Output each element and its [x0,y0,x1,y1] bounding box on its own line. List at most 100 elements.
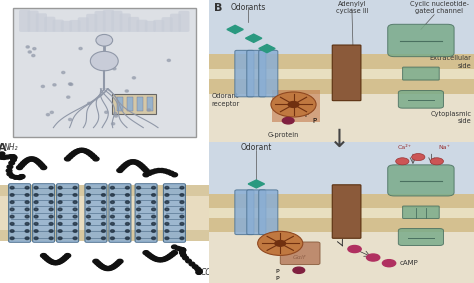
FancyBboxPatch shape [398,229,444,246]
Circle shape [84,150,90,154]
Circle shape [132,77,136,79]
Circle shape [29,157,36,161]
Text: P: P [276,276,279,281]
Circle shape [126,208,129,211]
Circle shape [152,230,155,232]
FancyBboxPatch shape [209,232,474,283]
Circle shape [383,260,396,267]
Circle shape [55,260,62,264]
Text: Gαlf: Gαlf [292,255,305,260]
Circle shape [348,245,361,252]
Circle shape [41,254,46,258]
FancyBboxPatch shape [53,20,64,32]
Circle shape [101,215,105,218]
FancyBboxPatch shape [332,185,361,238]
FancyBboxPatch shape [402,67,439,80]
Circle shape [158,258,164,262]
Polygon shape [248,180,264,188]
FancyBboxPatch shape [137,20,147,32]
FancyBboxPatch shape [235,190,254,235]
Circle shape [10,222,14,225]
Circle shape [86,151,92,155]
FancyBboxPatch shape [209,208,474,218]
Circle shape [165,215,169,218]
FancyBboxPatch shape [259,50,278,97]
Circle shape [17,166,23,170]
Circle shape [57,260,63,263]
Text: B: B [214,3,222,13]
Circle shape [67,155,73,159]
Circle shape [49,186,53,189]
Circle shape [0,156,5,159]
Circle shape [25,230,29,232]
Circle shape [101,186,105,189]
Circle shape [97,263,103,267]
Circle shape [127,160,133,164]
Circle shape [189,262,195,266]
Circle shape [10,155,16,158]
FancyBboxPatch shape [112,94,156,114]
Circle shape [180,186,184,189]
Circle shape [50,260,56,264]
Circle shape [141,166,147,170]
Circle shape [1,156,7,159]
Circle shape [258,231,303,256]
Text: Odorant: Odorant [241,143,272,152]
Circle shape [13,175,18,179]
Text: P: P [305,112,309,118]
Circle shape [8,155,14,158]
Circle shape [143,251,149,255]
Circle shape [99,264,105,268]
Circle shape [49,230,53,232]
Circle shape [180,248,185,252]
Circle shape [275,241,285,246]
Circle shape [73,237,77,239]
Circle shape [86,215,91,218]
Circle shape [18,164,25,168]
FancyBboxPatch shape [137,97,143,111]
Circle shape [34,215,38,218]
Circle shape [175,246,181,250]
FancyBboxPatch shape [19,10,30,32]
Circle shape [168,171,174,175]
Circle shape [147,254,154,258]
Circle shape [9,174,15,178]
Circle shape [35,160,41,164]
Circle shape [86,237,91,239]
Circle shape [58,230,62,232]
FancyBboxPatch shape [388,165,454,196]
Circle shape [63,255,69,259]
Circle shape [10,186,14,189]
FancyBboxPatch shape [128,17,139,32]
FancyBboxPatch shape [0,230,218,241]
FancyBboxPatch shape [170,14,181,32]
Circle shape [121,164,127,168]
Circle shape [86,186,91,189]
FancyBboxPatch shape [280,242,320,265]
Circle shape [34,186,38,189]
Circle shape [58,194,62,196]
Circle shape [101,230,105,232]
Circle shape [396,158,409,165]
FancyBboxPatch shape [178,11,190,32]
FancyBboxPatch shape [209,69,474,80]
Circle shape [117,168,123,172]
Circle shape [135,161,141,165]
Circle shape [137,222,140,225]
Circle shape [149,170,155,174]
Circle shape [110,186,114,189]
Circle shape [110,201,114,203]
FancyBboxPatch shape [78,17,89,32]
Circle shape [146,171,152,175]
Circle shape [180,248,186,252]
Circle shape [20,162,27,166]
Circle shape [180,237,184,239]
Circle shape [180,248,186,252]
Text: cAMP: cAMP [400,260,419,266]
FancyBboxPatch shape [36,13,47,32]
Circle shape [73,194,77,196]
Circle shape [105,111,108,113]
Circle shape [117,259,123,263]
Circle shape [0,152,5,156]
Circle shape [48,260,54,263]
